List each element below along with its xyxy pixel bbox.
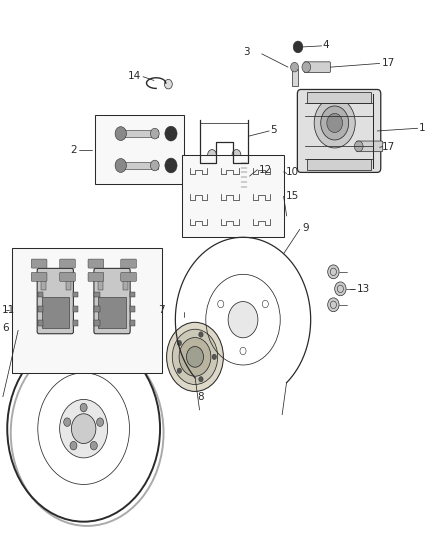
Bar bbox=[307, 159, 371, 169]
Text: 3: 3 bbox=[244, 47, 250, 57]
FancyBboxPatch shape bbox=[60, 259, 75, 268]
Text: 10: 10 bbox=[286, 167, 298, 177]
Circle shape bbox=[115, 159, 127, 172]
FancyBboxPatch shape bbox=[94, 268, 130, 334]
Circle shape bbox=[314, 98, 355, 148]
Bar bbox=[119, 163, 158, 168]
Text: 9: 9 bbox=[302, 223, 309, 233]
Circle shape bbox=[335, 282, 346, 296]
Circle shape bbox=[97, 418, 104, 426]
Bar bbox=[12, 248, 162, 373]
Bar bbox=[130, 320, 135, 326]
Text: 11: 11 bbox=[2, 305, 15, 316]
Circle shape bbox=[150, 160, 159, 171]
Circle shape bbox=[354, 141, 363, 152]
FancyBboxPatch shape bbox=[88, 272, 104, 281]
Circle shape bbox=[208, 150, 216, 160]
FancyBboxPatch shape bbox=[297, 90, 381, 172]
Circle shape bbox=[60, 399, 108, 458]
Circle shape bbox=[228, 302, 258, 338]
Bar bbox=[119, 131, 158, 137]
FancyBboxPatch shape bbox=[31, 272, 47, 281]
Bar bbox=[94, 306, 99, 312]
Text: 2: 2 bbox=[71, 144, 77, 155]
Bar bbox=[130, 292, 135, 297]
Text: 13: 13 bbox=[357, 284, 370, 294]
FancyBboxPatch shape bbox=[304, 62, 330, 72]
Circle shape bbox=[70, 441, 77, 450]
Circle shape bbox=[328, 265, 339, 279]
Text: 17: 17 bbox=[381, 142, 395, 152]
Text: 4: 4 bbox=[323, 41, 329, 50]
Bar bbox=[41, 280, 46, 290]
Bar bbox=[94, 320, 99, 326]
Circle shape bbox=[71, 414, 96, 443]
Bar bbox=[130, 306, 135, 312]
Bar bbox=[123, 280, 128, 290]
Circle shape bbox=[164, 79, 172, 89]
FancyBboxPatch shape bbox=[121, 259, 137, 268]
Circle shape bbox=[187, 346, 204, 367]
Bar bbox=[73, 306, 78, 312]
FancyBboxPatch shape bbox=[31, 259, 47, 268]
Circle shape bbox=[80, 403, 87, 412]
FancyBboxPatch shape bbox=[37, 268, 74, 334]
FancyBboxPatch shape bbox=[88, 259, 104, 268]
Bar bbox=[73, 292, 78, 297]
Bar bbox=[94, 292, 99, 297]
Circle shape bbox=[177, 341, 182, 346]
Circle shape bbox=[290, 62, 298, 72]
Bar bbox=[42, 297, 69, 328]
Text: 15: 15 bbox=[286, 191, 299, 201]
Bar bbox=[292, 69, 297, 86]
Bar bbox=[66, 280, 71, 290]
Circle shape bbox=[199, 376, 203, 382]
FancyBboxPatch shape bbox=[240, 160, 249, 192]
Circle shape bbox=[166, 322, 223, 391]
Bar bbox=[98, 280, 103, 290]
FancyBboxPatch shape bbox=[60, 272, 75, 281]
Text: 12: 12 bbox=[259, 165, 272, 175]
Circle shape bbox=[321, 106, 349, 140]
FancyBboxPatch shape bbox=[357, 141, 383, 152]
Circle shape bbox=[327, 114, 343, 133]
Circle shape bbox=[232, 150, 241, 160]
FancyBboxPatch shape bbox=[121, 272, 137, 281]
Text: 7: 7 bbox=[158, 305, 165, 315]
Bar bbox=[95, 115, 184, 184]
Text: 1: 1 bbox=[419, 123, 426, 133]
Circle shape bbox=[179, 337, 211, 376]
Circle shape bbox=[199, 332, 203, 337]
Circle shape bbox=[293, 41, 303, 53]
Circle shape bbox=[165, 126, 177, 141]
Bar bbox=[38, 292, 43, 297]
Bar bbox=[38, 320, 43, 326]
Text: 17: 17 bbox=[381, 59, 395, 68]
Text: 6: 6 bbox=[2, 322, 9, 333]
Bar bbox=[98, 297, 126, 328]
Circle shape bbox=[115, 127, 127, 141]
Circle shape bbox=[64, 418, 71, 426]
Bar bbox=[73, 320, 78, 326]
Bar bbox=[307, 92, 371, 103]
Bar bbox=[38, 306, 43, 312]
Circle shape bbox=[150, 128, 159, 139]
Text: 8: 8 bbox=[197, 392, 204, 402]
Circle shape bbox=[90, 441, 97, 450]
Circle shape bbox=[165, 158, 177, 173]
Text: 14: 14 bbox=[128, 71, 141, 81]
Circle shape bbox=[172, 329, 218, 384]
Circle shape bbox=[177, 368, 182, 373]
Circle shape bbox=[328, 298, 339, 312]
Text: 5: 5 bbox=[271, 125, 277, 135]
Bar bbox=[182, 155, 285, 237]
Circle shape bbox=[302, 62, 311, 72]
Circle shape bbox=[212, 354, 216, 360]
